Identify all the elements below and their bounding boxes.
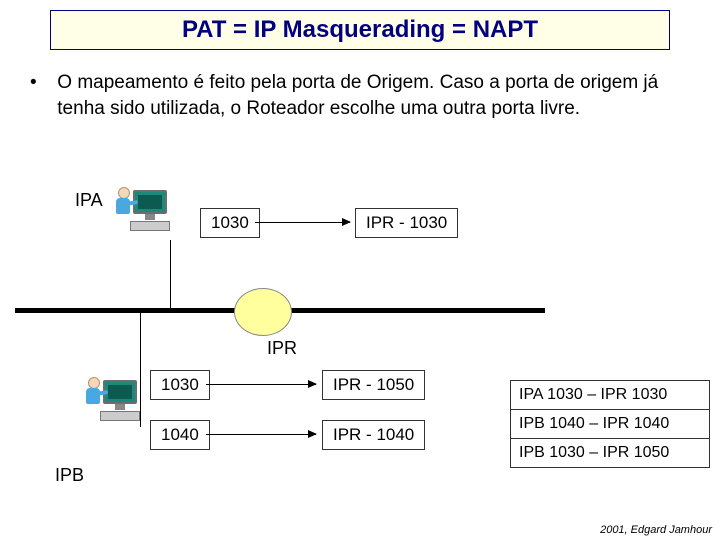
table-row: IPA 1030 – IPR 1030 <box>510 380 710 410</box>
footer-credit: 2001, Edgard Jamhour <box>600 524 712 536</box>
link-ipa-vertical <box>170 240 171 310</box>
bullet-paragraph: • O mapeamento é feito pela porta de Ori… <box>30 70 690 121</box>
title-box: PAT = IP Masquerading = NAPT <box>50 10 670 50</box>
box-ipa-dst: IPR - 1030 <box>355 208 458 238</box>
slide-title: PAT = IP Masquerading = NAPT <box>182 16 538 44</box>
link-ipb-vertical <box>140 312 141 427</box>
box-ipb2-dst: IPR - 1040 <box>322 420 425 450</box>
box-ipa-src: 1030 <box>200 208 260 238</box>
label-ipa: IPA <box>75 190 103 211</box>
computer-ipb-icon <box>85 375 145 430</box>
box-ipb1-dst: IPR - 1050 <box>322 370 425 400</box>
computer-ipa-icon <box>115 185 175 240</box>
label-ipr: IPR <box>267 338 297 359</box>
arrow-ipa <box>255 222 350 223</box>
table-row: IPB 1030 – IPR 1050 <box>510 438 710 468</box>
label-ipb: IPB <box>55 465 84 486</box>
arrow-ipb1 <box>206 384 316 385</box>
box-ipb2-src: 1040 <box>150 420 210 450</box>
router-icon <box>234 288 292 336</box>
table-row: IPB 1040 – IPR 1040 <box>510 409 710 439</box>
mapping-table: IPA 1030 – IPR 1030 IPB 1040 – IPR 1040 … <box>510 380 710 467</box>
arrow-ipb2 <box>206 434 316 435</box>
box-ipb1-src: 1030 <box>150 370 210 400</box>
bullet-marker: • <box>30 70 52 96</box>
bullet-text: O mapeamento é feito pela porta de Orige… <box>57 70 677 121</box>
